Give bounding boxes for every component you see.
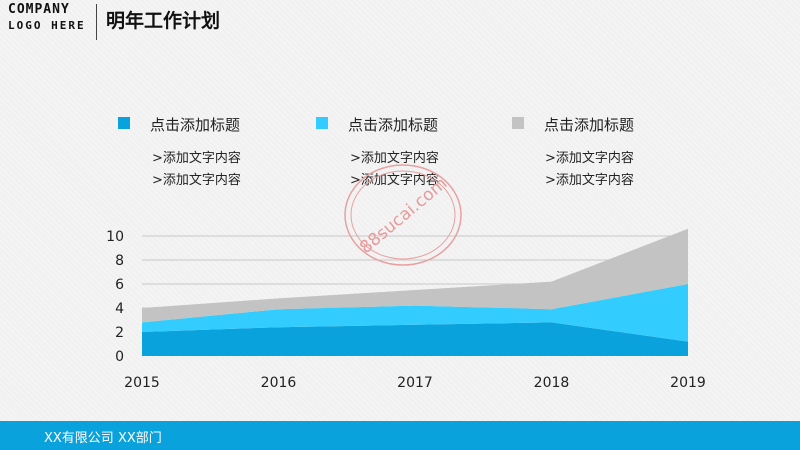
- footer-text: XX有限公司 XX部门: [44, 431, 162, 446]
- company-logo: COMPANY LOGO HERE: [8, 2, 86, 34]
- area-series-2: [142, 284, 688, 342]
- legend-label-3: 点击添加标题: [544, 116, 635, 134]
- logo-line-2: LOGO HERE: [8, 19, 86, 32]
- legend-1-line-1: >添加文字内容: [152, 151, 241, 166]
- legend-1-line-2: >添加文字内容: [152, 173, 241, 188]
- area-series-1: [142, 322, 688, 356]
- y-tick-label: 0: [115, 349, 124, 365]
- x-tick-label: 2018: [534, 375, 570, 391]
- legend-2-line-1: >添加文字内容: [350, 151, 439, 166]
- y-tick-label: 6: [115, 277, 124, 293]
- area-chart: 0 2 4 6 8 10 2015 2016 2017 2018 2019: [106, 228, 706, 391]
- page-title: 明年工作计划: [106, 10, 221, 32]
- legend-label-1: 点击添加标题: [150, 116, 241, 134]
- legend-3-line-1: >添加文字内容: [545, 151, 634, 166]
- legend-swatch-3: [512, 117, 524, 129]
- x-tick-label: 2015: [124, 375, 160, 391]
- y-tick-label: 8: [115, 253, 124, 269]
- legend-swatch-1: [118, 117, 130, 129]
- logo-line-1: COMPANY: [8, 2, 70, 17]
- area-series-3: [142, 228, 688, 323]
- legend-label-2: 点击添加标题: [348, 116, 439, 134]
- x-tick-label: 2017: [397, 375, 433, 391]
- y-tick-label: 4: [115, 301, 124, 317]
- x-tick-label: 2019: [670, 375, 706, 391]
- y-tick-label: 2: [115, 325, 124, 341]
- legend-3-line-2: >添加文字内容: [545, 173, 634, 188]
- header-divider: [96, 4, 97, 40]
- legend-swatch-2: [316, 117, 328, 129]
- y-tick-label: 10: [106, 229, 124, 245]
- x-tick-label: 2016: [261, 375, 297, 391]
- footer-bar: XX有限公司 XX部门: [0, 421, 800, 450]
- header: COMPANY LOGO HERE 明年工作计划: [0, 0, 800, 44]
